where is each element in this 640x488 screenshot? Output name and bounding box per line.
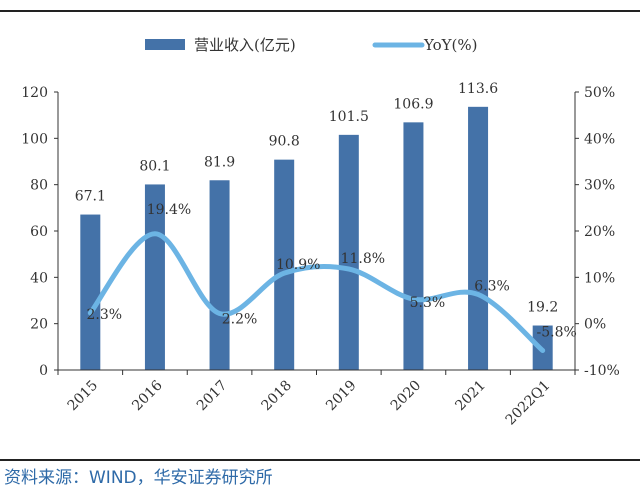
x-tick-label: 2019 — [323, 378, 360, 415]
yoy-value-label: 2.3% — [87, 307, 123, 323]
top-rule — [0, 10, 640, 12]
bar — [338, 134, 359, 370]
left-tick-label: 100 — [21, 131, 48, 147]
left-tick-label: 40 — [30, 270, 48, 286]
right-tick-label: 0% — [584, 317, 606, 333]
right-tick-label: 50% — [584, 85, 615, 101]
x-tick-label: 2022Q1 — [503, 378, 554, 429]
bar — [274, 159, 295, 370]
x-tick-label: 2016 — [129, 377, 166, 414]
left-tick-label: 80 — [30, 178, 48, 194]
yoy-value-label: 6.3% — [474, 278, 510, 294]
left-tick-label: 0 — [39, 363, 48, 379]
bar — [80, 214, 101, 370]
bar — [144, 184, 165, 370]
bar-value-label: 81.9 — [204, 154, 235, 170]
legend-bar-swatch — [145, 39, 185, 50]
x-tick-label: 2015 — [65, 378, 102, 415]
yoy-value-label: -5.8% — [537, 325, 577, 341]
yoy-value-label: 10.9% — [276, 257, 320, 273]
bar-value-label: 113.6 — [458, 81, 498, 97]
bar-value-label: 67.1 — [75, 189, 106, 205]
bar-value-label: 106.9 — [393, 96, 433, 112]
bar-value-label: 80.1 — [139, 158, 170, 174]
yoy-value-label: 11.8% — [341, 251, 385, 267]
legend-bar-label: 营业收入(亿元) — [194, 36, 296, 54]
yoy-value-label: 2.2% — [222, 311, 258, 327]
bar-value-label: 19.2 — [527, 300, 558, 316]
bar — [209, 180, 230, 370]
right-tick-label: 30% — [584, 178, 615, 194]
left-tick-label: 60 — [30, 224, 48, 240]
revenue-yoy-chart: 营业收入(亿元) YoY(%) 0 20 40 60 80 100 120 -10% 0% 10% 20… — [21, 36, 620, 429]
x-tick-label: 2018 — [259, 378, 296, 415]
bar-value-label: 101.5 — [329, 109, 369, 125]
right-tick-label: -10% — [584, 363, 620, 379]
right-tick-label: 10% — [584, 270, 615, 286]
bar-value-label: 90.8 — [269, 134, 300, 150]
x-tick-label: 2017 — [194, 378, 231, 415]
bar — [403, 122, 424, 371]
yoy-line — [87, 231, 546, 354]
left-tick-label: 120 — [21, 85, 48, 101]
x-tick-label: 2020 — [388, 378, 425, 415]
legend-line-label: YoY(%) — [423, 36, 478, 54]
x-tick-label: 2021 — [452, 378, 489, 415]
yoy-value-label: 5.3% — [410, 295, 446, 311]
right-tick-label: 20% — [584, 224, 615, 240]
bottom-rule — [0, 459, 640, 461]
left-tick-label: 20 — [30, 317, 48, 333]
bar — [468, 106, 489, 371]
right-tick-label: 40% — [584, 131, 615, 147]
yoy-value-label: 19.4% — [147, 202, 191, 218]
